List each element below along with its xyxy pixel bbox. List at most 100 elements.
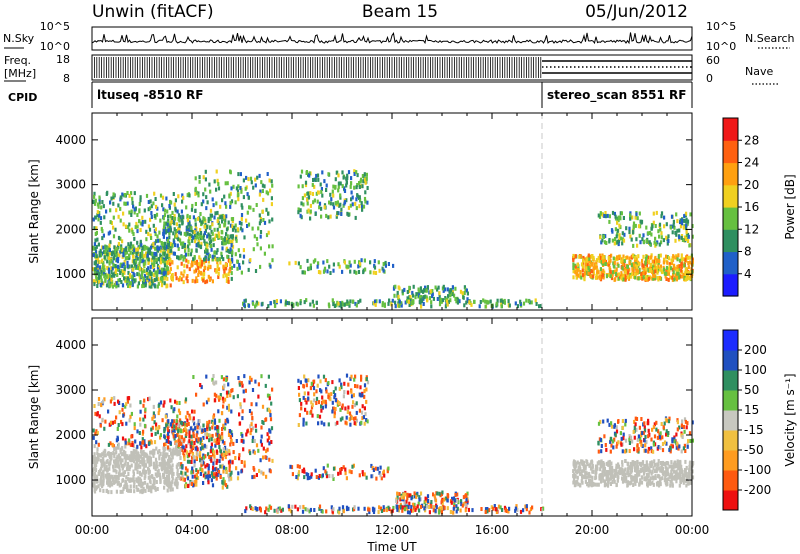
scatter-cell <box>215 441 218 445</box>
scatter-cell <box>343 302 346 307</box>
scatter-cell <box>253 474 256 479</box>
scatter-cell <box>291 472 294 477</box>
scatter-cell <box>500 304 503 309</box>
scatter-cell <box>178 411 182 416</box>
scatter-cell <box>210 437 213 442</box>
scatter-cell <box>331 509 334 514</box>
scatter-cell <box>179 215 182 220</box>
scatter-cell <box>354 374 357 379</box>
scatter-cell <box>439 506 442 511</box>
scatter-cell <box>178 218 181 223</box>
scatter-cell <box>141 437 144 442</box>
scatter-cell <box>599 253 602 258</box>
scatter-cell <box>187 239 190 244</box>
scatter-cell <box>225 448 229 453</box>
scatter-cell <box>444 287 447 292</box>
scatter-cell <box>104 272 107 277</box>
scatter-cell <box>351 202 354 207</box>
scatter-cell <box>364 267 367 272</box>
scatter-cell <box>576 272 579 276</box>
scatter-cell <box>314 258 317 263</box>
scatter-cell <box>464 501 467 505</box>
scatter-cell <box>658 259 661 264</box>
scatter-cell <box>273 303 277 308</box>
scatter-cell <box>309 209 312 214</box>
scatter-cell <box>620 274 623 278</box>
scatter-cell <box>147 488 150 492</box>
scatter-cell <box>157 246 160 251</box>
scatter-cell <box>199 257 202 262</box>
scatter-cell <box>183 437 186 442</box>
scatter-cell <box>328 264 331 269</box>
scatter-cell <box>123 201 126 206</box>
scatter-cell <box>255 428 258 433</box>
scatter-cell <box>150 450 153 455</box>
scatter-cell <box>432 296 435 301</box>
scatter-cell <box>202 175 205 180</box>
scatter-cell <box>503 505 507 510</box>
scatter-cell <box>162 462 165 467</box>
scatter-cell <box>110 196 113 201</box>
scatter-cell <box>337 173 340 178</box>
scatter-cell <box>678 472 681 477</box>
scatter-cell <box>577 465 580 470</box>
scatter-cell <box>120 463 123 468</box>
scatter-cell <box>648 276 651 281</box>
scatter-cell <box>93 271 96 276</box>
scatter-cell <box>651 259 654 264</box>
scatter-cell <box>596 482 599 487</box>
scatter-cell <box>305 400 308 405</box>
scatter-cell <box>644 266 647 271</box>
scatter-cell <box>600 260 603 265</box>
scatter-cell <box>136 256 139 261</box>
scatter-cell <box>499 298 502 303</box>
scatter-cell <box>310 400 313 405</box>
scatter-cell <box>117 399 120 404</box>
scatter-cell <box>425 287 428 292</box>
scatter-cell <box>166 236 169 241</box>
scatter-cell <box>378 299 381 304</box>
scatter-cell <box>356 183 359 187</box>
scatter-cell <box>691 260 694 264</box>
scatter-cell <box>641 237 644 242</box>
scatter-cell <box>228 249 231 254</box>
scatter-cell <box>419 286 422 291</box>
scatter-cell <box>638 262 641 267</box>
scatter-cell <box>670 469 673 474</box>
scatter-cell <box>307 396 310 401</box>
scatter-cell <box>202 199 205 204</box>
scatter-cell <box>150 440 153 445</box>
scatter-cell <box>270 202 273 207</box>
scatter-cell <box>320 206 323 211</box>
scatter-cell <box>181 429 185 434</box>
scatter-cell <box>617 242 620 247</box>
scatter-cell <box>239 404 242 409</box>
scatter-cell <box>539 304 542 308</box>
scatter-cell <box>484 299 487 304</box>
scatter-cell <box>132 244 135 249</box>
scatter-cell <box>432 492 435 497</box>
scatter-cell <box>384 263 387 268</box>
scatter-cell <box>109 399 112 404</box>
scatter-cell <box>488 508 491 513</box>
scatter-cell <box>167 476 170 480</box>
scatter-cell <box>200 438 203 443</box>
scatter-cell <box>188 430 191 435</box>
scatter-cell <box>375 299 378 304</box>
scatter-cell <box>125 484 128 489</box>
scatter-cell <box>301 469 304 474</box>
scatter-cell <box>180 209 183 214</box>
scatter-cell <box>689 273 692 278</box>
scatter-cell <box>306 258 309 263</box>
scatter-cell <box>676 264 679 269</box>
scatter-cell <box>319 270 322 275</box>
scatter-cell <box>138 219 141 224</box>
scatter-cell <box>155 239 158 244</box>
scatter-cell <box>601 470 604 475</box>
scatter-cell <box>149 217 152 222</box>
scatter-cell <box>184 448 187 453</box>
scatter-cell <box>161 256 164 261</box>
scatter-cell <box>135 252 138 257</box>
scatter-cell <box>166 466 169 471</box>
scatter-cell <box>118 253 121 258</box>
